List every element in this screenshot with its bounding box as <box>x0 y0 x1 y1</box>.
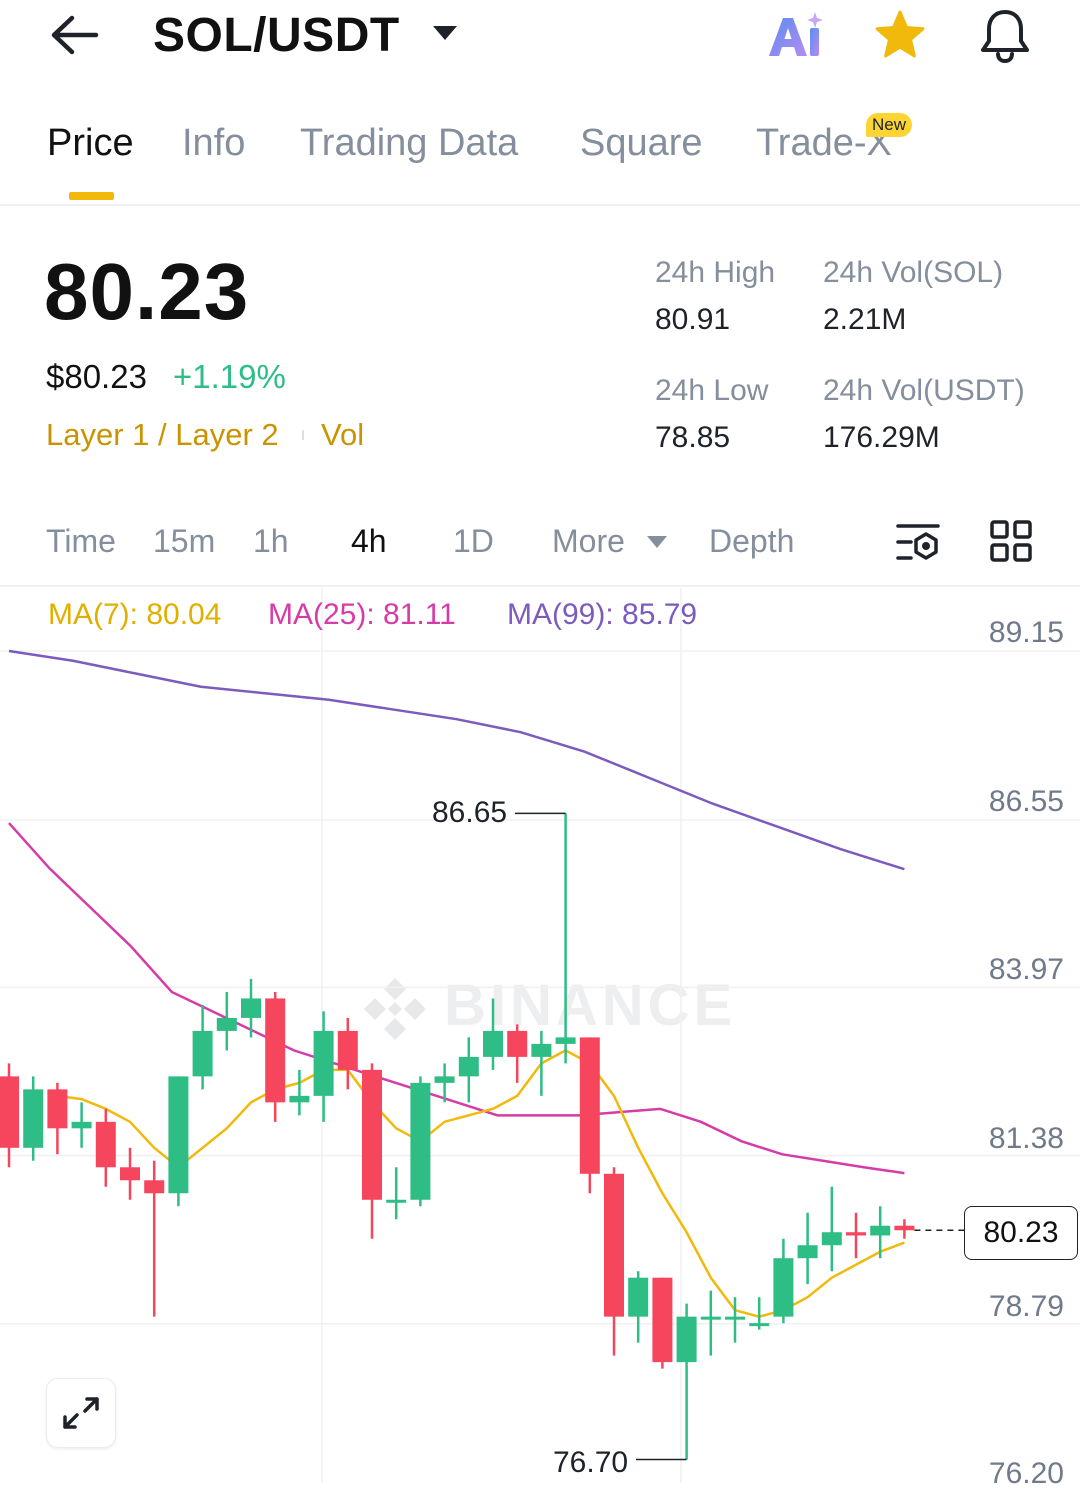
low-value: 78.85 <box>655 421 731 454</box>
high-label: 24h High <box>655 256 776 289</box>
interval-more[interactable]: More <box>552 523 625 559</box>
last-price-marker: 80.23 <box>964 1206 1078 1260</box>
interval-1d[interactable]: 1D <box>453 523 494 559</box>
tab-info[interactable]: Info <box>182 122 246 164</box>
low-label: 24h Low <box>655 374 769 407</box>
vol-sol-label: 24h Vol(SOL) <box>823 256 1004 289</box>
candle-body-up <box>241 998 261 1018</box>
back-arrow-icon[interactable] <box>48 12 102 58</box>
candlestick-plot <box>0 588 1080 1483</box>
interval-15m[interactable]: 15m <box>153 523 216 559</box>
ai-icon[interactable] <box>765 8 829 64</box>
vol-usdt-value: 176.29M <box>823 421 940 454</box>
ma25-legend: MA(25): 81.11 <box>268 598 456 631</box>
ma25-line <box>8 822 905 1175</box>
candle-body-up <box>483 1030 503 1057</box>
ma99-legend: MA(99): 85.79 <box>507 598 698 631</box>
ma7-line <box>57 1049 905 1318</box>
max-price-label: 86.65 <box>432 796 508 829</box>
high-value: 80.91 <box>655 303 731 336</box>
candle-body-down <box>894 1225 915 1231</box>
tab-price[interactable]: Price <box>47 122 134 164</box>
bell-icon[interactable] <box>976 6 1034 66</box>
candle-body-up <box>168 1076 189 1194</box>
ma7-legend: MA(7): 80.04 <box>48 598 222 631</box>
candle-body-up <box>434 1076 455 1083</box>
tag-divider <box>302 430 304 440</box>
candle-body-up <box>289 1095 310 1103</box>
candle-body-up <box>386 1199 407 1203</box>
vol-sol-value: 2.21M <box>823 303 907 336</box>
candle-body-up <box>313 1030 334 1096</box>
interval-1h[interactable]: 1h <box>253 523 289 559</box>
vol-tag[interactable]: Vol <box>321 417 365 452</box>
interval-4h[interactable]: 4h <box>351 523 387 559</box>
y-tick-label: 89.15 <box>988 616 1064 649</box>
candle-body-up <box>749 1323 770 1327</box>
candle-body-down <box>652 1277 673 1363</box>
candle-body-down <box>265 998 286 1103</box>
interval-depth[interactable]: Depth <box>709 523 795 559</box>
ma99-line <box>8 649 905 871</box>
min-price-label: 76.70 <box>553 1446 629 1479</box>
more-caret-icon[interactable] <box>646 535 668 549</box>
candle-body-down <box>47 1089 68 1129</box>
candle-body-up <box>628 1277 649 1317</box>
candle-body-up <box>531 1043 552 1057</box>
layout-grid-icon[interactable] <box>989 519 1033 563</box>
active-tab-indicator <box>69 192 114 200</box>
candle-body-up <box>676 1316 697 1363</box>
candle-body-down <box>579 1037 600 1174</box>
candle-body-up <box>700 1316 721 1320</box>
kline-chart[interactable]: BINANCE MA(7): 80.04 MA(25): 81.11 MA(99… <box>0 588 1080 1490</box>
candle-body-down <box>846 1232 866 1236</box>
candle-body-down <box>0 1076 19 1148</box>
candle-body-down <box>337 1030 358 1070</box>
candle-body-up <box>71 1121 92 1129</box>
price-change-percent: +1.19% <box>173 358 286 395</box>
interval-bar: Time 15m 1h 4h 1D More Depth <box>0 505 1080 587</box>
category-tag[interactable]: Layer 1 / Layer 2 <box>46 417 279 452</box>
candle-body-up <box>216 1017 237 1031</box>
candle-body-up <box>410 1082 431 1200</box>
candle-body-down <box>604 1173 624 1317</box>
tab-square[interactable]: Square <box>580 122 703 164</box>
y-tick-label: 78.79 <box>988 1290 1064 1323</box>
y-tick-label: 81.38 <box>988 1122 1064 1155</box>
indicator-settings-icon[interactable] <box>895 520 941 564</box>
candle-body-down <box>362 1069 382 1200</box>
candle-body-up <box>23 1089 44 1148</box>
main-tabs: Price Info Trading Data Square Trade-X N… <box>0 100 1080 206</box>
candle-body-up <box>458 1056 479 1077</box>
y-tick-label: 86.55 <box>988 785 1064 818</box>
candle-body-down <box>95 1121 116 1168</box>
candle-body-down <box>507 1030 528 1057</box>
expand-icon <box>63 1397 99 1429</box>
tab-trading-data[interactable]: Trading Data <box>300 122 519 164</box>
usd-price: $80.23 <box>46 358 147 395</box>
y-tick-label: 83.97 <box>988 953 1064 986</box>
candle-body-up <box>773 1258 794 1317</box>
candle-body-down <box>144 1180 165 1194</box>
vol-usdt-label: 24h Vol(USDT) <box>823 374 1025 407</box>
binance-logo-watermark <box>364 978 426 1040</box>
candle-body-up <box>725 1316 745 1320</box>
fullscreen-button[interactable] <box>46 1378 116 1448</box>
star-icon[interactable] <box>872 8 928 64</box>
pair-title[interactable]: SOL/USDT <box>153 9 400 62</box>
candle-body-up <box>192 1030 213 1077</box>
candle-body-up <box>555 1037 576 1044</box>
candle-body-up <box>797 1245 818 1259</box>
candle-body-up <box>821 1232 842 1246</box>
dropdown-caret-icon[interactable] <box>430 22 460 46</box>
candle-body-up <box>870 1225 891 1236</box>
candle-body-down <box>120 1167 140 1181</box>
top-bar: SOL/USDT <box>0 0 1080 80</box>
last-price: 80.23 <box>44 247 250 336</box>
y-tick-label: 76.20 <box>988 1457 1064 1490</box>
new-badge: New <box>866 113 913 137</box>
interval-time[interactable]: Time <box>46 523 116 559</box>
